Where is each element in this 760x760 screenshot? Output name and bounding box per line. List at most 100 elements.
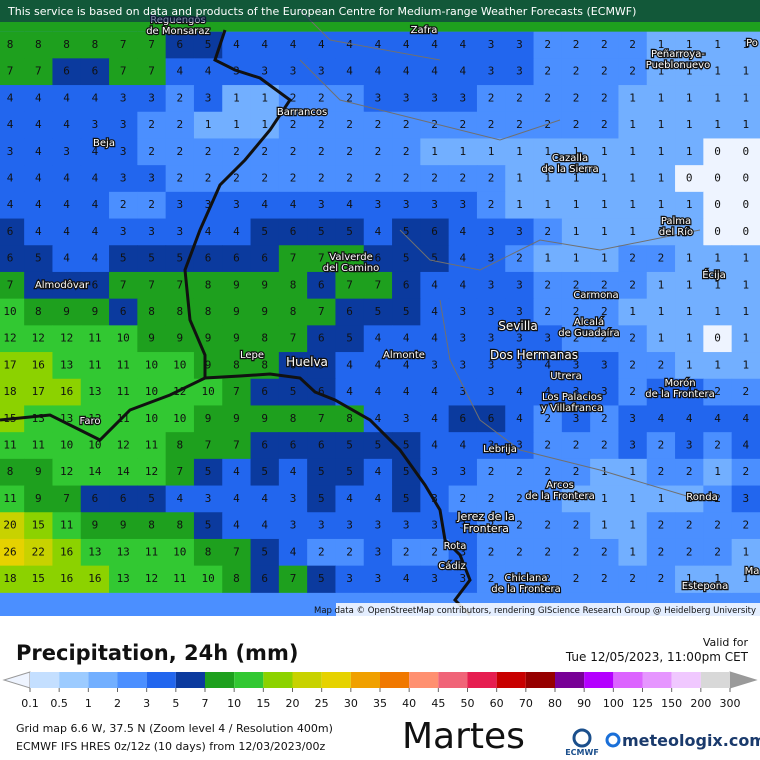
- grid-value: 3: [488, 38, 495, 51]
- grid-cell: [137, 458, 167, 487]
- grid-value: 2: [601, 305, 608, 318]
- grid-value: 4: [431, 305, 438, 318]
- grid-cell: [420, 85, 450, 113]
- grid-cell: [250, 271, 280, 300]
- grid-value: 6: [261, 572, 268, 585]
- grid-value: 3: [488, 278, 495, 291]
- grid-value: 1: [686, 492, 693, 505]
- grid-value: 10: [117, 332, 130, 345]
- grid-value: 2: [403, 545, 410, 558]
- grid-cell: [505, 31, 535, 59]
- grid-cell: [703, 271, 733, 300]
- grid-cell: [505, 325, 535, 353]
- grid-cell: [618, 432, 648, 460]
- grid-cell: [278, 191, 308, 220]
- grid-value: 2: [488, 572, 495, 585]
- grid-cell: [109, 325, 138, 353]
- legend-label: 35: [373, 697, 387, 710]
- grid-cell: [52, 245, 82, 273]
- grid-value: 1: [742, 38, 749, 51]
- grid-cell: [476, 31, 506, 59]
- grid-cell: [307, 31, 336, 59]
- place-label: Zafra: [411, 25, 438, 36]
- grid-cell: [80, 85, 110, 113]
- grid-cell: [420, 405, 450, 433]
- grid-cell: [250, 458, 280, 487]
- grid-value: 5: [290, 385, 297, 398]
- grid-value: 2: [459, 172, 466, 185]
- grid-cell: [137, 485, 167, 513]
- grid-cell: [505, 85, 535, 113]
- grid-value: 2: [516, 492, 523, 505]
- grid-value: 3: [459, 358, 466, 371]
- grid-value: 4: [658, 412, 665, 425]
- grid-cell: [505, 378, 535, 406]
- grid-cell: [533, 405, 563, 433]
- legend-swatch: [700, 672, 730, 688]
- grid-value: 7: [290, 252, 297, 265]
- grid-cell: [193, 378, 223, 406]
- grid-value: 3: [7, 145, 14, 158]
- grid-value: 6: [261, 439, 268, 452]
- grid-cell: [165, 405, 195, 433]
- grid-cell: [307, 565, 336, 593]
- grid-value: 3: [459, 572, 466, 585]
- grid-value: 8: [148, 519, 155, 532]
- grid-value: 3: [318, 65, 325, 78]
- grid-cell: [52, 432, 82, 460]
- grid-value: 2: [431, 545, 438, 558]
- grid-value: 3: [459, 519, 466, 532]
- meteologix-logo[interactable]: meteologix.com: [622, 731, 760, 750]
- grid-value: 4: [7, 118, 14, 131]
- grid-cell: [703, 512, 733, 540]
- grid-cell: [0, 485, 25, 513]
- grid-cell: [52, 271, 82, 300]
- grid-cell: [420, 271, 450, 300]
- grid-value: 4: [92, 172, 99, 185]
- grid-cell: [363, 565, 393, 593]
- grid-value: 10: [173, 358, 186, 371]
- grid-cell: [448, 245, 478, 273]
- grid-cell: [505, 111, 535, 139]
- grid-value: 3: [488, 332, 495, 345]
- legend-swatch: [59, 672, 89, 688]
- grid-cell: [137, 432, 167, 460]
- grid-value: 2: [658, 465, 665, 478]
- grid-value: 2: [205, 172, 212, 185]
- grid-value: 2: [176, 172, 183, 185]
- grid-cell: [675, 458, 704, 487]
- grid-value: 13: [32, 412, 45, 425]
- grid-value: 2: [601, 118, 608, 131]
- place-label: Beja: [93, 138, 115, 149]
- grid-cell: [420, 111, 450, 139]
- grid-value: 2: [573, 278, 580, 291]
- grid-value: 2: [544, 492, 551, 505]
- grid-cell: [561, 378, 591, 406]
- grid-value: 1: [686, 252, 693, 265]
- grid-cell: [646, 538, 676, 567]
- grid-cell: [80, 271, 110, 300]
- grid-value: 9: [205, 358, 212, 371]
- grid-cell: [392, 58, 421, 86]
- grid-cell: [703, 432, 733, 460]
- grid-value: 9: [35, 465, 42, 478]
- grid-value: 1: [658, 305, 665, 318]
- grid-info: Grid map 6.6 W, 37.5 N (Zoom level 4 / R…: [16, 722, 333, 735]
- grid-cell: [476, 218, 506, 246]
- place-label: Almodôvar: [35, 279, 90, 291]
- grid-value: 3: [431, 465, 438, 478]
- grid-value: 3: [205, 492, 212, 505]
- grid-cell: [52, 31, 82, 59]
- grid-cell: [109, 378, 138, 406]
- grid-cell: [222, 325, 252, 353]
- ecmwf-logo: ECMWF: [565, 748, 599, 757]
- legend-label: 150: [661, 697, 682, 710]
- grid-cell: [420, 138, 450, 166]
- grid-value: 7: [176, 465, 183, 478]
- grid-cell: [278, 512, 308, 540]
- grid-cell: [590, 271, 619, 300]
- grid-cell: [222, 111, 252, 139]
- legend-label: 10: [227, 697, 241, 710]
- grid-value: 3: [488, 252, 495, 265]
- grid-value: 6: [488, 412, 495, 425]
